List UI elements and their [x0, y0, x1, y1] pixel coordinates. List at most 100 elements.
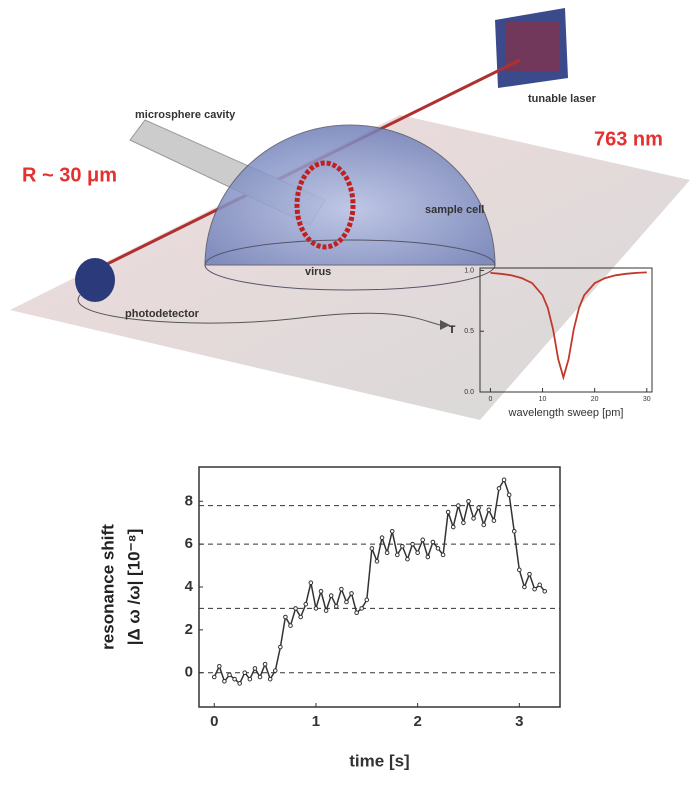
data-point — [262, 661, 268, 667]
data-point — [303, 601, 309, 607]
data-point — [257, 674, 263, 680]
arrow — [440, 320, 450, 330]
label: virus — [305, 266, 331, 278]
data-point — [354, 610, 359, 616]
data-point — [308, 580, 314, 586]
data-point — [420, 537, 426, 543]
microsphere — [294, 160, 356, 250]
data-point — [232, 676, 237, 682]
data-point — [237, 681, 242, 686]
data-point — [272, 668, 278, 673]
x-tick-label: 0 — [210, 713, 218, 730]
data-point — [430, 539, 436, 545]
data-point — [369, 546, 375, 551]
data-point — [359, 606, 365, 611]
data-point — [389, 528, 395, 534]
sample-cell-rim — [204, 239, 496, 291]
data-point — [415, 550, 420, 556]
x-tick-label: 20 — [591, 396, 599, 403]
x-tick-label: 3 — [515, 713, 523, 730]
x-axis-label: wavelength sweep [pm] — [508, 407, 624, 419]
y-tick-label: 1.0 — [464, 267, 474, 274]
data-point — [511, 528, 517, 534]
data-point — [339, 586, 344, 592]
data-point — [364, 597, 370, 603]
data-point — [313, 606, 319, 611]
data-point — [527, 571, 532, 577]
data-line — [490, 271, 647, 381]
data-point — [323, 608, 329, 613]
substrate — [10, 115, 690, 420]
data-point — [222, 678, 227, 684]
x-tick-label: 30 — [643, 396, 651, 403]
data-point — [374, 558, 380, 564]
y-axis-label: resonance shift — [98, 524, 117, 650]
data-point — [267, 676, 273, 682]
photodetector-icon — [75, 258, 115, 302]
label: R ~ 30 μm — [22, 164, 117, 186]
y-tick-label: 0 — [185, 664, 193, 681]
data-point — [211, 674, 217, 680]
data-point — [379, 535, 385, 541]
data-point — [496, 486, 502, 491]
data-point — [288, 623, 293, 628]
data-point — [522, 584, 527, 590]
data-point — [333, 603, 339, 609]
data-point — [410, 541, 415, 547]
data-point — [486, 507, 492, 513]
y-tick-label: 0.0 — [464, 389, 474, 396]
data-point — [384, 550, 390, 556]
y-axis-label: |Δ ω /ω| [10⁻⁸] — [124, 529, 143, 646]
data-point — [293, 606, 298, 611]
data-point — [247, 676, 253, 682]
x-tick-label: 1 — [312, 713, 320, 730]
data-point — [242, 670, 248, 676]
plot-frame — [479, 267, 653, 393]
data-point — [227, 672, 232, 678]
data-point — [400, 543, 405, 549]
data-point — [344, 599, 349, 605]
y-tick-label: 8 — [185, 492, 193, 509]
y-axis-label: T — [449, 324, 456, 336]
x-tick-label: 10 — [539, 396, 547, 403]
data-point — [278, 644, 283, 650]
data-point — [252, 666, 258, 671]
data-point — [456, 503, 461, 508]
data-point — [328, 593, 334, 598]
data-line — [213, 478, 546, 685]
data-point — [425, 554, 431, 560]
data-point — [471, 516, 476, 521]
y-tick-label: 4 — [185, 578, 194, 595]
y-tick-label: 6 — [185, 535, 193, 552]
data-point — [318, 588, 324, 594]
label: photodetector — [125, 308, 200, 320]
data-point — [435, 546, 441, 551]
y-tick-label: 2 — [185, 621, 193, 638]
label: microsphere cavity — [135, 109, 236, 121]
data-point — [491, 518, 497, 523]
data-point — [349, 591, 354, 596]
label: 763 nm — [594, 128, 663, 150]
x-axis-label: time [s] — [349, 751, 409, 770]
data-point — [217, 663, 222, 669]
data-point — [501, 477, 507, 483]
x-tick-label: 0 — [488, 396, 492, 403]
data-point — [532, 586, 537, 592]
data-point — [481, 522, 487, 528]
data-point — [537, 582, 542, 588]
data-point — [466, 498, 471, 504]
data-point — [283, 614, 288, 620]
data-point — [394, 552, 400, 558]
data-point — [440, 552, 446, 558]
cable — [77, 294, 441, 326]
data-point — [542, 588, 548, 594]
data-point — [506, 492, 512, 498]
data-point — [461, 520, 466, 526]
data-point — [405, 556, 410, 562]
data-point — [517, 567, 522, 573]
data-point — [450, 524, 456, 530]
x-tick-label: 2 — [413, 713, 421, 730]
data-point — [445, 509, 451, 515]
label: tunable laser — [528, 93, 597, 105]
